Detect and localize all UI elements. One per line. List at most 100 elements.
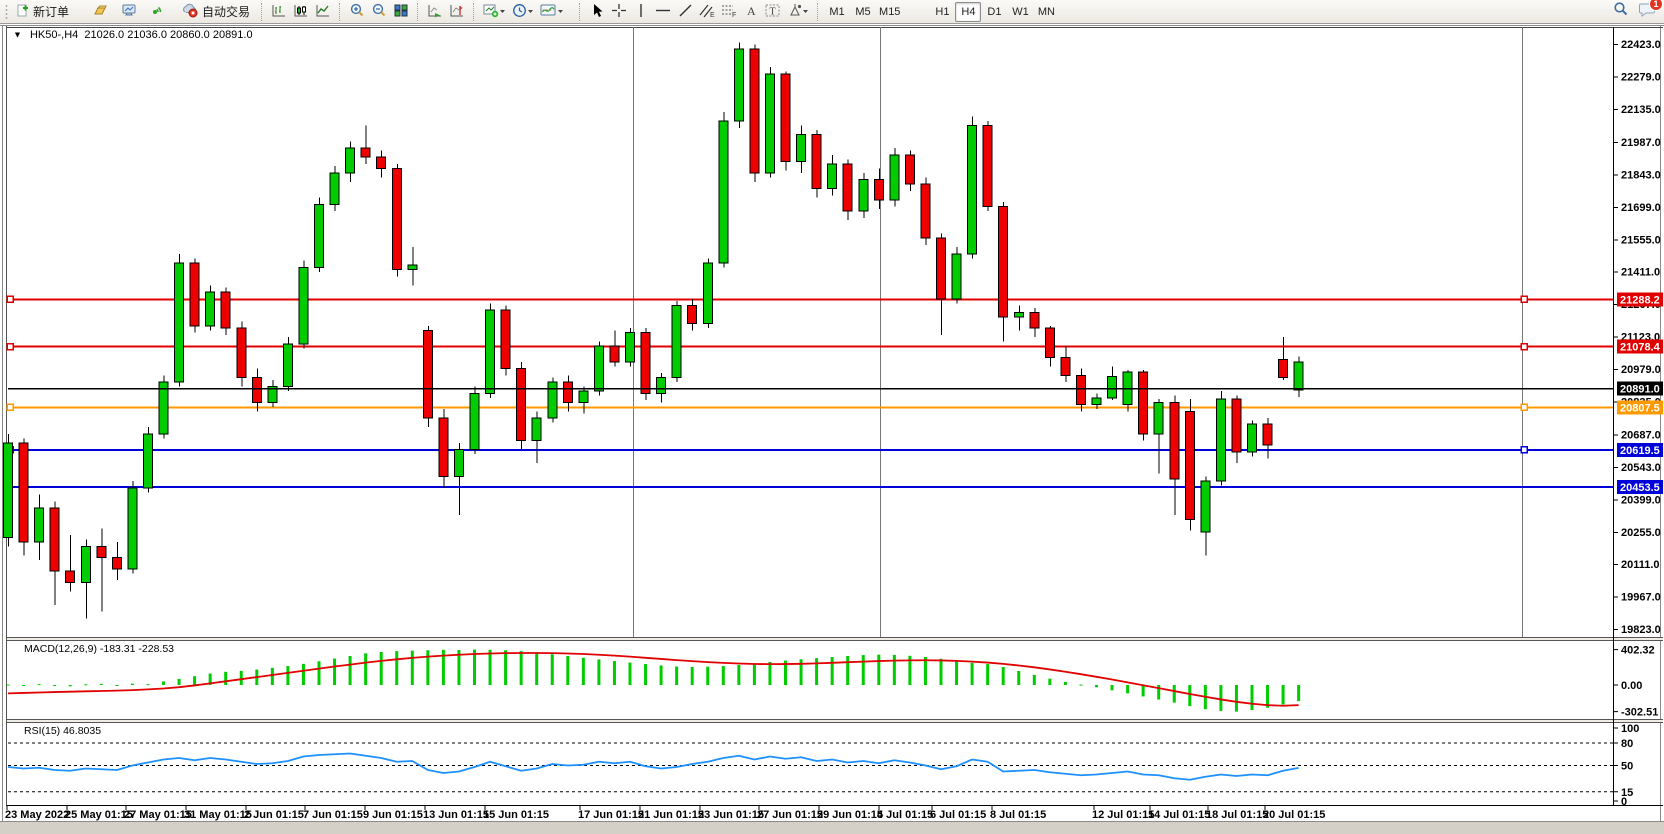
- candle: [687, 305, 698, 325]
- autotrading-button[interactable]: 自动交易: [175, 2, 256, 22]
- zoom-out-button[interactable]: [368, 2, 390, 22]
- indicators-icon: [540, 3, 557, 21]
- candle: [453, 449, 464, 478]
- new-order-button[interactable]: 新订单: [11, 2, 75, 22]
- trendline-tool-button[interactable]: [674, 2, 696, 22]
- candle: [1262, 423, 1273, 446]
- macd-histogram-bar: [1110, 685, 1114, 691]
- gold-bar-icon: [92, 3, 109, 20]
- timeframe-w1-button[interactable]: W1: [1012, 5, 1029, 18]
- hline-handle[interactable]: [1520, 446, 1528, 454]
- macd-histogram-bar: [752, 663, 756, 685]
- fibonacci-tool-button[interactable]: F: [718, 2, 740, 22]
- macd-histogram-bar: [286, 666, 290, 685]
- chart-plot-area[interactable]: 22423.0 22279.0 22135.0 21987.0 21843.0 21699…: [0, 25, 1664, 834]
- candle: [1138, 371, 1149, 435]
- tile-windows-icon: [393, 3, 409, 21]
- timeframe-m1-button[interactable]: M1: [829, 5, 845, 18]
- arrows-dropdown[interactable]: [784, 2, 812, 22]
- candle: [547, 381, 558, 419]
- timeframe-m30-button[interactable]: [903, 2, 929, 22]
- indicators-dropdown[interactable]: [537, 2, 567, 22]
- macd-histogram-bar: [939, 658, 943, 685]
- candle: [904, 154, 915, 185]
- new-chart-dropdown[interactable]: [480, 2, 509, 22]
- macd-histogram-bar: [706, 666, 710, 685]
- text-label-icon: T: [765, 3, 781, 21]
- hline-handle[interactable]: [1520, 342, 1528, 351]
- price-label-text: 20453.5: [1620, 482, 1660, 494]
- price-label-box: [1617, 381, 1663, 396]
- notifications-chat-icon[interactable]: 1: [1639, 0, 1663, 22]
- hline-handle[interactable]: [1520, 403, 1528, 412]
- price-axis-tick: 21987.0: [1621, 137, 1661, 149]
- macd-histogram-bar: [1141, 685, 1145, 697]
- arrow-shapes-icon: [787, 3, 802, 21]
- timeframe-d1-button[interactable]: D1: [987, 5, 1002, 18]
- time-axis-label: 14 Jul 01:15: [1148, 809, 1210, 821]
- candle: [951, 253, 962, 300]
- macd-histogram-bar: [815, 658, 819, 685]
- channel-tool-button[interactable]: E: [696, 2, 718, 22]
- bar-chart-mode-button[interactable]: [268, 2, 290, 22]
- macd-histogram-bar: [566, 655, 570, 685]
- timeframe-h4-button[interactable]: H4: [955, 1, 982, 22]
- candle: [593, 345, 604, 392]
- chart-shift-button[interactable]: [446, 2, 468, 22]
- candle: [749, 48, 760, 174]
- search-icon[interactable]: [1613, 1, 1629, 22]
- line-chart-mode-button[interactable]: [312, 2, 334, 22]
- price-axis-tick: 20399.0: [1621, 494, 1661, 506]
- deposit-button[interactable]: [89, 2, 112, 22]
- candle: [764, 73, 775, 174]
- time-axis-label: 15 Jun 01:15: [483, 809, 549, 821]
- candle: [158, 381, 169, 435]
- text-label-tool-button[interactable]: T: [762, 2, 784, 22]
- timeframe-m5-button[interactable]: M5: [855, 5, 871, 18]
- horizontal-line-tool-button[interactable]: [652, 2, 674, 22]
- timeframe-mn-button[interactable]: MN: [1037, 5, 1055, 18]
- candlestick-mode-button[interactable]: [290, 2, 312, 22]
- cursor-icon: [590, 3, 604, 21]
- zoom-in-button[interactable]: [346, 2, 368, 22]
- auto-scroll-button[interactable]: [424, 2, 446, 22]
- tile-windows-button[interactable]: [390, 2, 412, 22]
- crosshair-icon: [611, 3, 627, 21]
- macd-histogram-bar: [1126, 685, 1130, 694]
- hline-handle[interactable]: [6, 342, 14, 351]
- signal-button[interactable]: [147, 2, 169, 22]
- candle: [982, 125, 993, 208]
- periods-dropdown[interactable]: [509, 2, 537, 22]
- hline-handle[interactable]: [6, 295, 14, 304]
- price-axis-tick: 20979.0: [1621, 364, 1661, 376]
- terminal-button[interactable]: [118, 2, 141, 22]
- time-axis-label: 13 Jun 01:15: [423, 809, 489, 821]
- timeframe-h1-button[interactable]: H1: [935, 5, 950, 18]
- hline-handle[interactable]: [6, 403, 14, 412]
- price-label-box: [1617, 400, 1663, 415]
- toolbar-grip[interactable]: [5, 3, 8, 20]
- hline-handle[interactable]: [1520, 295, 1528, 304]
- crosshair-tool-button[interactable]: [608, 2, 630, 22]
- time-axis-label: 20 Jul 01:15: [1263, 809, 1325, 821]
- new-chart-icon: [483, 3, 499, 21]
- svg-text:E: E: [710, 12, 715, 18]
- collapse-triangle-icon[interactable]: ▼: [13, 30, 22, 40]
- rsi-scale-label: 0: [1621, 796, 1627, 808]
- timeframe-m15-button[interactable]: M15: [879, 5, 901, 18]
- text-tool-button[interactable]: A: [740, 2, 762, 22]
- cursor-tool-button[interactable]: [586, 2, 608, 22]
- macd-scale-label: -302.51: [1621, 707, 1658, 719]
- candle: [827, 163, 838, 190]
- macd-histogram-bar: [737, 664, 741, 685]
- macd-histogram-bar: [675, 666, 679, 685]
- price-label-text: 20891.0: [1620, 384, 1660, 396]
- rsi-scale-label: 50: [1621, 761, 1633, 773]
- macd-histogram-bar: [628, 662, 632, 685]
- macd-histogram-bar: [721, 666, 725, 685]
- candle: [920, 183, 931, 239]
- macd-histogram-bar: [1188, 685, 1192, 707]
- vertical-line-tool-button[interactable]: [630, 2, 652, 22]
- equidistant-channel-icon: E: [699, 3, 715, 21]
